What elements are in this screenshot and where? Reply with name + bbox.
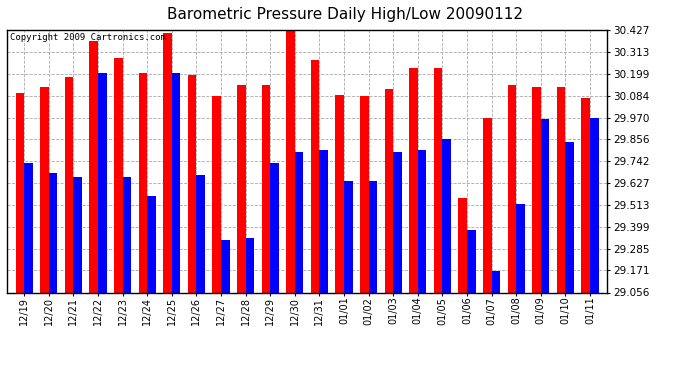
Bar	[590, 117, 599, 292]
Bar	[417, 150, 426, 292]
Bar	[147, 196, 156, 292]
Bar	[467, 231, 475, 292]
Bar	[442, 138, 451, 292]
Bar	[483, 117, 491, 292]
Bar	[246, 238, 254, 292]
Bar	[286, 29, 295, 292]
Bar	[73, 177, 82, 292]
Bar	[49, 173, 57, 292]
Bar	[557, 87, 565, 292]
Bar	[163, 33, 172, 292]
Bar	[172, 74, 180, 292]
Bar	[368, 181, 377, 292]
Bar	[295, 152, 304, 292]
Bar	[360, 96, 368, 292]
Bar	[221, 240, 230, 292]
Bar	[24, 164, 32, 292]
Bar	[344, 181, 353, 292]
Bar	[335, 94, 344, 292]
Bar	[393, 152, 402, 292]
Bar	[262, 85, 270, 292]
Bar	[516, 204, 525, 292]
Bar	[310, 60, 319, 292]
Bar	[491, 271, 500, 292]
Bar	[114, 58, 123, 292]
Bar	[213, 96, 221, 292]
Bar	[65, 77, 73, 292]
Bar	[508, 85, 516, 292]
Bar	[188, 75, 197, 292]
Bar	[532, 87, 541, 292]
Bar	[123, 177, 131, 292]
Bar	[319, 150, 328, 292]
Text: Copyright 2009 Cartronics.com: Copyright 2009 Cartronics.com	[10, 33, 166, 42]
Bar	[458, 198, 467, 292]
Bar	[98, 74, 106, 292]
Bar	[541, 119, 549, 292]
Bar	[565, 142, 574, 292]
Text: Barometric Pressure Daily High/Low 20090112: Barometric Pressure Daily High/Low 20090…	[167, 8, 523, 22]
Bar	[384, 89, 393, 292]
Bar	[270, 164, 279, 292]
Bar	[197, 175, 205, 292]
Bar	[434, 68, 442, 292]
Bar	[139, 74, 147, 292]
Bar	[237, 85, 246, 292]
Bar	[582, 98, 590, 292]
Bar	[15, 93, 24, 292]
Bar	[40, 87, 49, 292]
Bar	[89, 41, 98, 292]
Bar	[409, 68, 417, 292]
